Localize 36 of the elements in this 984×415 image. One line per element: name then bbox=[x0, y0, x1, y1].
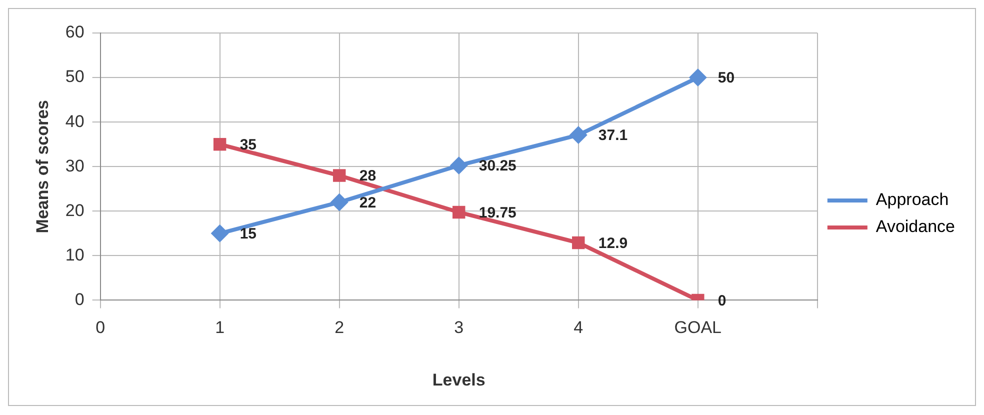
point bbox=[332, 169, 346, 182]
y-tick-label: 40 bbox=[65, 112, 84, 131]
y-tick-label: 0 bbox=[74, 290, 84, 309]
point bbox=[688, 68, 707, 87]
x-tick-label: 2 bbox=[334, 318, 344, 338]
x-tick-label: 3 bbox=[454, 318, 464, 338]
point bbox=[330, 193, 348, 212]
data-label: 37.1 bbox=[598, 127, 628, 144]
x-tick-label: 0 bbox=[96, 318, 106, 338]
data-label: 35 bbox=[240, 136, 257, 154]
y-axis-title: Means of scores bbox=[32, 100, 52, 234]
x-tick-label: 1 bbox=[215, 318, 225, 338]
data-label: 30.25 bbox=[478, 158, 516, 175]
y-tick-label: 50 bbox=[65, 67, 84, 86]
data-label: 15 bbox=[240, 226, 257, 243]
y-tick-label: 60 bbox=[65, 22, 84, 42]
data-label: 12.9 bbox=[598, 234, 628, 252]
data-label: 0 bbox=[718, 292, 726, 310]
data-label: 28 bbox=[359, 168, 376, 185]
data-label: 22 bbox=[359, 194, 376, 212]
legend-label: Avoidance bbox=[876, 217, 956, 236]
y-tick-label: 10 bbox=[65, 245, 84, 264]
data-label: 19.75 bbox=[478, 204, 516, 222]
point bbox=[569, 126, 588, 144]
y-tick-label: 20 bbox=[65, 200, 84, 220]
data-label: 50 bbox=[718, 70, 735, 87]
y-tick-label: 30 bbox=[65, 156, 84, 176]
point bbox=[450, 156, 468, 174]
x-tick-label: 4 bbox=[574, 318, 584, 338]
point bbox=[572, 236, 585, 250]
point bbox=[452, 206, 466, 219]
point bbox=[213, 138, 226, 151]
point bbox=[210, 224, 229, 242]
x-axis-title: Levels bbox=[432, 370, 486, 390]
x-tick-label: GOAL bbox=[674, 318, 722, 338]
legend-label: Approach bbox=[876, 190, 949, 210]
